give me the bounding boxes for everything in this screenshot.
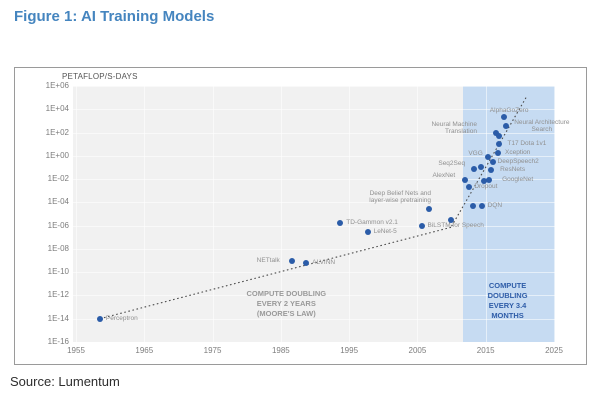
y-tick-label: 1E+06 xyxy=(45,81,69,90)
point-label-alphagozero: AlphaGoZero xyxy=(489,106,529,114)
data-point-nettalk xyxy=(288,258,295,265)
v-gridline xyxy=(212,86,214,342)
point-label-vgg: VGG xyxy=(468,149,483,157)
moore-annotation: COMPUTE DOUBLING EVERY 2 YEARS (MOORE'S LA… xyxy=(246,288,327,318)
point-label-xception: Xception xyxy=(505,148,531,156)
y-tick-label: 1E-08 xyxy=(47,243,69,253)
data-point-dqn xyxy=(478,202,485,209)
point-label-nettalk: NETtalk xyxy=(256,257,280,265)
x-tick-label: 1995 xyxy=(340,346,359,355)
source-caption: Source: Lumentum xyxy=(10,374,120,389)
v-gridline xyxy=(76,86,77,342)
x-tick-label: 2015 xyxy=(476,346,495,355)
h-gridline xyxy=(73,155,555,157)
point-label-seq2seq: Seq2Seq xyxy=(438,159,466,167)
plot-area: Perceptron NETtalk ALVINN TD-Gammon v2.1 LeN… xyxy=(73,86,569,343)
h-gridline xyxy=(73,342,555,343)
h-gridline xyxy=(73,86,555,87)
point-label-resnets: ResNets xyxy=(500,165,526,173)
h-gridline xyxy=(73,272,555,274)
y-tick-label: 1E-02 xyxy=(47,174,69,184)
data-point-unlabeled xyxy=(496,133,503,140)
data-point-bilstm-for-speech xyxy=(418,223,425,230)
y-tick-label: 1E+02 xyxy=(45,127,69,137)
point-label-bilstm-for-speech: BiLSTM for Speech xyxy=(427,222,484,230)
y-tick-label: 1E-14 xyxy=(47,313,69,323)
h-gridline xyxy=(73,295,555,297)
y-tick-label: 1E-04 xyxy=(47,197,69,207)
chart: PETAFLOP/S-DAYS 1E+06 1E+04 1E+02 1E+00 1E-0… xyxy=(14,67,587,365)
x-tick-label: 1965 xyxy=(135,346,154,355)
h-gridline xyxy=(73,132,555,134)
data-point-xception xyxy=(495,149,501,156)
x-tick-label: 2025 xyxy=(545,346,563,355)
point-label-t17-dota-1v1: T17 Dota 1v1 xyxy=(507,140,547,148)
data-point-alphagozero xyxy=(501,113,508,120)
v-gridline xyxy=(349,86,351,342)
h-gridline xyxy=(73,225,555,227)
data-point-unlabeled xyxy=(447,217,454,224)
modern-annotation: COMPUTE DOUBLING EVERY 3.4 MONTHS xyxy=(487,281,528,321)
x-tick-label: 2005 xyxy=(408,346,427,355)
data-point-deep-belief-nets-and-layer-wise-pretraining xyxy=(426,206,433,213)
data-point-lenet-5 xyxy=(364,229,371,236)
h-gridline xyxy=(73,318,555,320)
y-tick-label: 1E-16 xyxy=(47,337,69,346)
data-point-perceptron xyxy=(96,315,103,322)
point-label-dqn: DQN xyxy=(487,201,503,209)
data-point-deepspeech2 xyxy=(489,159,496,166)
data-point-unlabeled xyxy=(477,163,484,170)
v-gridline xyxy=(144,86,146,342)
point-label-deepspeech2: DeepSpeech2 xyxy=(497,158,539,166)
x-tick-label: 1955 xyxy=(67,346,85,355)
data-point-unlabeled xyxy=(470,202,477,209)
point-label-deep-belief-nets-and-layer-wise-pretraining: Deep Belief Nets and layer-wise pretraini… xyxy=(369,190,432,205)
data-point-dropout xyxy=(466,184,473,191)
h-gridline xyxy=(73,248,555,250)
point-label-lenet-5: LeNet-5 xyxy=(373,228,397,236)
h-gridline xyxy=(73,202,555,204)
point-label-neural-machine-translation: Neural Machine Translation xyxy=(431,121,477,136)
y-tick-label: 1E-06 xyxy=(47,220,69,230)
point-label-alvinn: ALVINN xyxy=(312,258,336,266)
highlight-band xyxy=(463,86,555,342)
data-point-googlenet xyxy=(486,176,493,183)
point-label-perceptron: Perceptron xyxy=(105,314,138,322)
v-gridline xyxy=(280,86,282,342)
y-tick-label: 1E+04 xyxy=(45,104,69,114)
x-tick-label: 1985 xyxy=(271,346,290,355)
data-point-neural-machine-translation xyxy=(492,130,499,137)
point-label-td-gammon-v2-1: TD-Gammon v2.1 xyxy=(346,218,398,226)
data-point-alvinn xyxy=(303,259,310,266)
y-tick-label: 1E+00 xyxy=(45,150,69,160)
y-axis-unit-label: PETAFLOP/S-DAYS xyxy=(62,72,138,81)
point-label-googlenet: GoogleNet xyxy=(502,175,534,183)
data-point-seq2seq xyxy=(471,165,478,172)
data-point-vgg xyxy=(484,153,491,160)
data-point-neural-architecture-search xyxy=(503,122,510,129)
y-tick-label: 1E-10 xyxy=(47,267,69,277)
data-point-t17-dota-1v1 xyxy=(496,141,503,148)
data-point-td-gammon-v2-1 xyxy=(337,219,344,226)
h-gridline xyxy=(73,179,555,181)
v-gridline xyxy=(485,86,487,342)
data-point-unlabeled xyxy=(481,177,488,184)
h-gridline xyxy=(73,109,555,111)
v-gridline xyxy=(417,86,419,342)
figure-title: Figure 1: AI Training Models xyxy=(14,8,215,25)
point-label-neural-architecture-search: Neural Architecture Search xyxy=(514,118,570,133)
data-point-alexnet xyxy=(462,177,469,184)
x-tick-label: 1975 xyxy=(203,346,222,355)
v-gridline xyxy=(554,86,555,342)
y-tick-label: 1E-12 xyxy=(47,290,69,300)
point-label-dropout: Dropout xyxy=(474,183,498,191)
point-label-alexnet: AlexNet xyxy=(432,172,456,180)
data-point-resnets xyxy=(488,166,495,173)
